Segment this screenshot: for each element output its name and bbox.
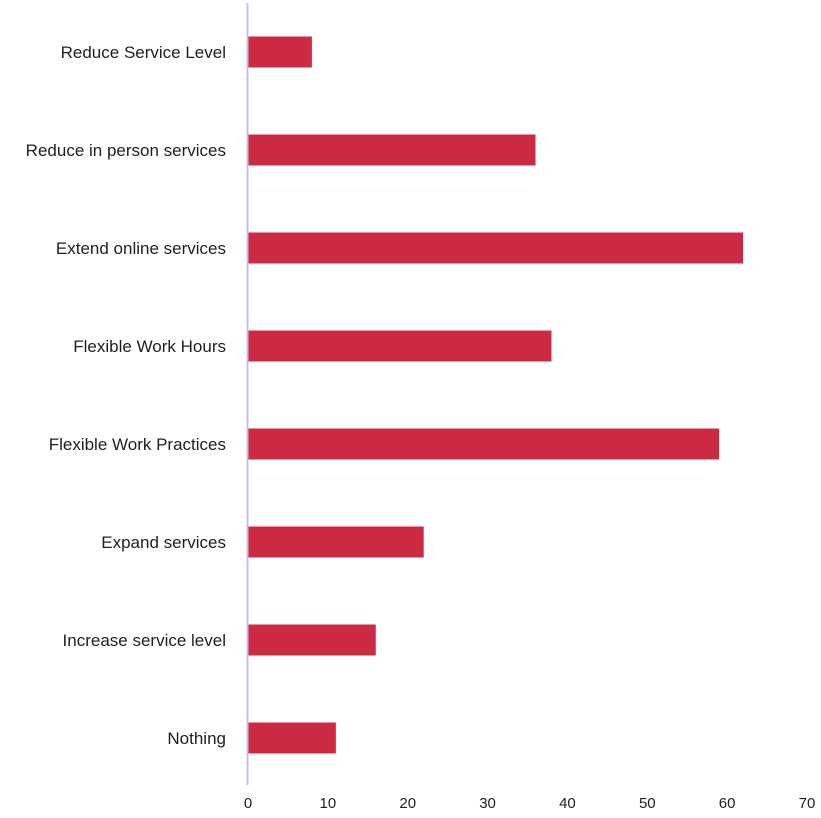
bars-layer [248, 36, 744, 754]
category-label: Reduce Service Level [61, 43, 226, 62]
x-tick-labels: 0 10 20 30 40 50 60 70 [244, 795, 816, 812]
category-label: Expand services [101, 533, 226, 552]
bar-nothing [248, 722, 336, 754]
bar-reduce-in-person-services [248, 134, 536, 166]
bar-flexible-work-hours [248, 330, 552, 362]
x-tick-label: 30 [479, 795, 496, 812]
x-tick-label: 50 [639, 795, 656, 812]
category-label: Reduce in person services [26, 141, 226, 160]
x-tick-label: 70 [799, 795, 816, 812]
bar-extend-online-services [248, 232, 744, 264]
x-tick-label: 10 [320, 795, 337, 812]
x-tick-label: 20 [399, 795, 416, 812]
bar-increase-service-level [248, 624, 376, 656]
category-label: Extend online services [56, 239, 226, 258]
x-tick-label: 40 [559, 795, 576, 812]
category-label: Increase service level [63, 631, 226, 650]
category-label: Nothing [167, 729, 226, 748]
category-label: Flexible Work Hours [73, 337, 226, 356]
bar-flexible-work-practices [248, 428, 720, 460]
bar-expand-services [248, 526, 424, 558]
category-label: Flexible Work Practices [49, 435, 226, 454]
bar-reduce-service-level [248, 36, 312, 68]
x-tick-label: 60 [719, 795, 736, 812]
category-labels: Reduce Service Level Reduce in person ser… [26, 43, 226, 748]
x-tick-label: 0 [244, 795, 252, 812]
